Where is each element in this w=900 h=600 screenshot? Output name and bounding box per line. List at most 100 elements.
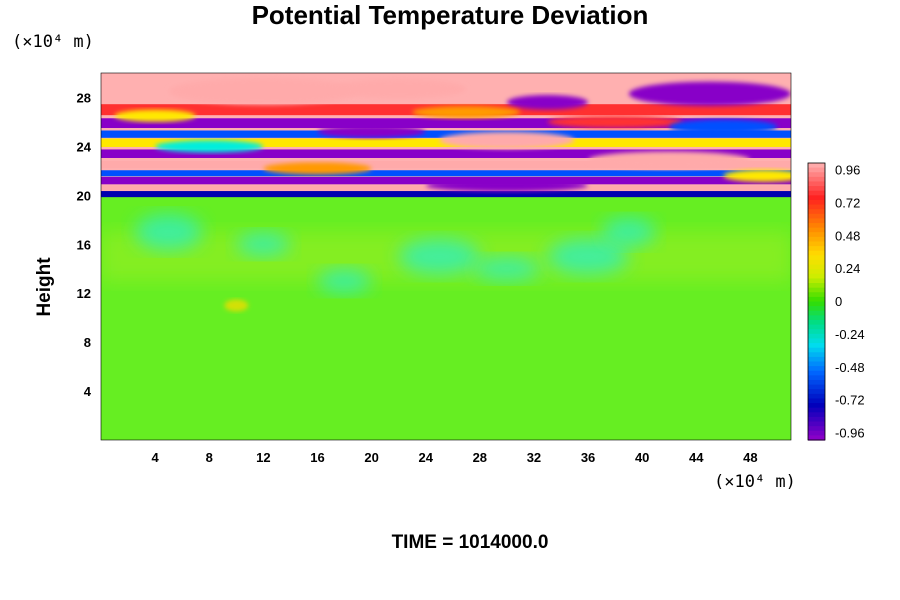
colorbar-swatch bbox=[808, 181, 825, 187]
colorbar-frame bbox=[807, 162, 826, 441]
x-tick-label: 20 bbox=[364, 450, 378, 465]
x-tick-label: 28 bbox=[473, 450, 487, 465]
colorbar-swatch bbox=[808, 384, 825, 390]
x-tick-label: 40 bbox=[635, 450, 649, 465]
colorbar-swatch bbox=[808, 204, 825, 210]
colorbar-swatch bbox=[808, 393, 825, 400]
colorbar-swatch bbox=[808, 241, 825, 247]
colorbar-tick-label: -0.72 bbox=[835, 393, 865, 408]
lower-yellow-patch bbox=[224, 299, 249, 312]
colorbar-swatch bbox=[808, 352, 825, 358]
colorbar-swatch bbox=[808, 190, 825, 196]
upper-band bbox=[101, 191, 791, 198]
colorbar-swatch bbox=[808, 259, 825, 266]
colorbar-tick-label: 0 bbox=[835, 294, 842, 309]
lower-cyan-patch bbox=[398, 238, 480, 275]
colorbar-swatch bbox=[808, 250, 825, 256]
colorbar-swatch bbox=[808, 435, 825, 441]
colorbar-tick-label: -0.96 bbox=[835, 426, 865, 441]
x-tick-label: 36 bbox=[581, 450, 595, 465]
colorbar-swatch bbox=[808, 278, 825, 284]
colorbar-swatch bbox=[808, 223, 825, 229]
colorbar-swatch bbox=[808, 361, 825, 367]
colorbar-swatch bbox=[808, 379, 825, 386]
x-axis: 4 8 12 16 20 24 28 32 36 40 44 48 bbox=[152, 450, 758, 465]
colorbar-swatch bbox=[808, 366, 825, 372]
upper-band bbox=[101, 170, 791, 177]
colorbar-swatch bbox=[808, 172, 825, 178]
colorbar-swatch bbox=[808, 296, 825, 303]
x-tick-label: 8 bbox=[206, 450, 213, 465]
colorbar-tick-label: 0.48 bbox=[835, 228, 860, 243]
colorbar-swatch bbox=[808, 292, 825, 298]
colorbar-swatch bbox=[808, 301, 825, 307]
colorbar-swatch bbox=[808, 232, 825, 238]
chart-title: Potential Temperature Deviation bbox=[251, 0, 649, 30]
upper-band bbox=[101, 130, 791, 138]
colorbar-swatch bbox=[808, 315, 825, 321]
y-tick-label: 16 bbox=[77, 237, 91, 252]
colorbar-swatch bbox=[808, 426, 825, 432]
x-tick-label: 44 bbox=[689, 450, 704, 465]
y-tick-label: 24 bbox=[77, 139, 92, 154]
x-tick-label: 16 bbox=[310, 450, 324, 465]
upper-patch bbox=[412, 106, 521, 119]
colorbar-swatch bbox=[808, 412, 825, 418]
colorbar-swatch bbox=[808, 269, 825, 275]
lower-layer bbox=[101, 195, 791, 440]
x-tick-label: 12 bbox=[256, 450, 270, 465]
colorbar-swatch bbox=[808, 306, 825, 312]
upper-band bbox=[101, 118, 791, 129]
colorbar-tick-label: -0.24 bbox=[835, 327, 865, 342]
lower-cyan-patch bbox=[317, 268, 372, 294]
upper-patch bbox=[723, 169, 791, 182]
upper-patch bbox=[439, 131, 575, 149]
colorbar-swatch bbox=[808, 421, 825, 427]
colorbar-swatch bbox=[808, 389, 825, 395]
upper-patch bbox=[506, 95, 588, 110]
colorbar-swatch bbox=[808, 227, 825, 233]
lower-cyan-patch bbox=[236, 232, 291, 257]
colorbar-swatch bbox=[808, 338, 825, 344]
colorbar-swatch bbox=[808, 176, 825, 183]
colorbar-swatch bbox=[808, 218, 825, 224]
upper-patch bbox=[588, 151, 751, 169]
upper-patch bbox=[263, 162, 372, 175]
colorbar-swatch bbox=[808, 403, 825, 409]
colorbar-swatch bbox=[808, 430, 825, 436]
colorbar-swatch bbox=[808, 283, 825, 289]
colorbar-swatch bbox=[808, 407, 825, 413]
colorbar-tick-label: 0.96 bbox=[835, 163, 860, 178]
colorbar-swatch bbox=[808, 273, 825, 280]
colorbar-swatch bbox=[808, 186, 825, 192]
upper-patch bbox=[331, 79, 467, 99]
lower-cyan-patch bbox=[134, 213, 203, 251]
colorbar-swatch bbox=[808, 287, 825, 293]
lower-cyan-patch bbox=[473, 256, 541, 281]
colorbar-swatch bbox=[808, 333, 825, 340]
colorbar-swatch bbox=[808, 264, 825, 270]
y-tick-label: 8 bbox=[84, 335, 91, 350]
upper-band bbox=[101, 176, 791, 185]
colorbar-tick-label: 0.72 bbox=[835, 195, 860, 210]
time-label: TIME = 1014000.0 bbox=[391, 532, 549, 553]
x-tick-label: 48 bbox=[743, 450, 757, 465]
heatmap-field bbox=[101, 73, 791, 440]
upper-patch bbox=[114, 109, 196, 122]
colorbar-swatch bbox=[808, 236, 825, 243]
colorbar-swatch bbox=[808, 324, 825, 330]
colorbar-tick-label: 0.24 bbox=[835, 261, 860, 276]
colorbar-swatch bbox=[808, 398, 825, 404]
colorbar-swatch bbox=[808, 209, 825, 215]
colorbar-swatch bbox=[808, 329, 825, 335]
x-tick-label: 4 bbox=[152, 450, 160, 465]
colorbar-swatch bbox=[808, 246, 825, 252]
lower-cyan-patch bbox=[601, 217, 656, 247]
y-tick-label: 20 bbox=[77, 188, 91, 203]
y-tick-label: 28 bbox=[77, 90, 91, 105]
colorbar-swatch bbox=[808, 163, 825, 169]
colorbar-swatch bbox=[808, 319, 825, 326]
y-tick-label: 12 bbox=[77, 286, 91, 301]
colorbar-swatch bbox=[808, 199, 825, 206]
colorbar-swatch bbox=[808, 343, 825, 349]
